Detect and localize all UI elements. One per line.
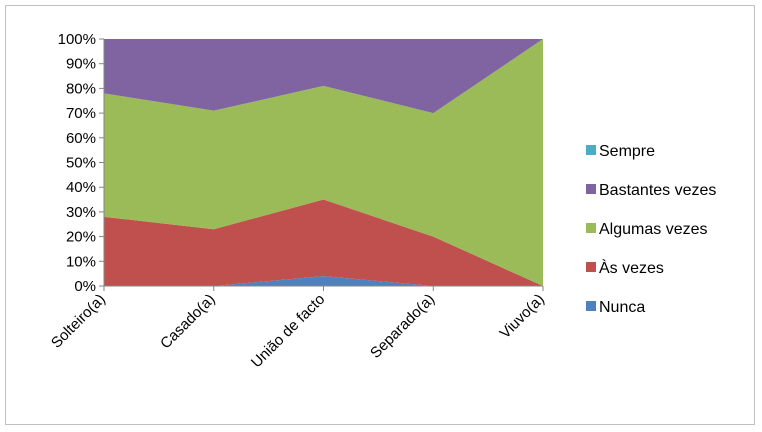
area-series-group <box>104 39 543 286</box>
y-tick-label: 10% <box>66 253 96 270</box>
legend-swatch-bastantes-vezes <box>586 184 596 194</box>
y-tick-label: 90% <box>66 56 96 73</box>
x-tick-label: Casado(a) <box>157 291 219 353</box>
legend-swatch-sempre <box>586 145 596 155</box>
x-tick-label: Viuvo(a) <box>496 291 547 342</box>
y-tick-label: 0% <box>74 278 96 295</box>
y-tick-label: 50% <box>66 155 96 172</box>
area-as-vezes <box>104 199 543 286</box>
legend-label-bastantes-vezes: Bastantes vezes <box>599 182 716 199</box>
x-tick-label: Separado(a) <box>367 291 438 362</box>
x-tick-label: União de facto <box>248 291 328 371</box>
legend-label-nunca: Nunca <box>599 299 645 316</box>
y-tick-label: 80% <box>66 80 96 97</box>
y-tick-labels: 0% 10% 20% 30% 40% 50% 60% 70% 80% 90% 100% <box>58 31 96 295</box>
y-tick-label: 70% <box>66 105 96 122</box>
y-tick-label: 60% <box>66 130 96 147</box>
y-tick-label: 30% <box>66 204 96 221</box>
legend-swatch-algumas-vezes <box>586 223 596 233</box>
area-algumas-vezes <box>104 39 543 286</box>
legend: Sempre Bastantes vezes Algumas vezes Às vez… <box>586 143 716 316</box>
legend-swatch-as-vezes <box>586 262 596 272</box>
legend-label-as-vezes: Às vezes <box>599 258 664 277</box>
area-bastantes-vezes <box>104 39 543 114</box>
x-tick-label: Solteiro(a) <box>48 291 109 352</box>
x-tick-labels: Solteiro(a) Casado(a) União de facto Separa… <box>48 291 548 371</box>
axes-group <box>99 38 544 291</box>
y-tick-label: 20% <box>66 229 96 246</box>
area-nunca <box>104 276 543 286</box>
legend-swatch-nunca <box>586 301 596 311</box>
legend-label-algumas-vezes: Algumas vezes <box>599 221 708 238</box>
y-tick-label: 100% <box>58 31 96 48</box>
y-tick-label: 40% <box>66 179 96 196</box>
legend-label-sempre: Sempre <box>599 143 655 160</box>
